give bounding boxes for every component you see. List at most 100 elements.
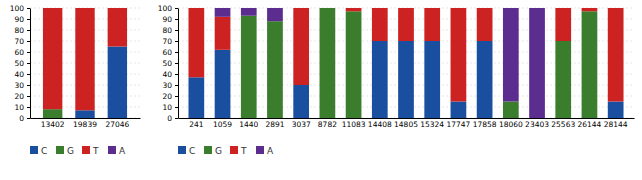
bar-segment (43, 8, 62, 9)
legend-label: A (119, 146, 126, 156)
tick: 14408 (368, 118, 392, 129)
tick-mark (175, 41, 178, 42)
bar-segment (320, 8, 336, 118)
bar-segment (608, 102, 624, 119)
tick-mark (175, 107, 178, 108)
tick: 0 (19, 114, 30, 123)
tick-label: 8782 (318, 120, 337, 129)
tick: 100 (10, 4, 30, 13)
legend-swatch (108, 146, 116, 154)
tick-label: 90 (14, 15, 24, 24)
tick-label: 27046 (105, 120, 129, 129)
tick-label: 80 (162, 26, 172, 35)
tick-mark (175, 30, 178, 31)
y-axis: 0102030405060708090100 (10, 4, 31, 123)
bar-segment (582, 8, 598, 9)
bars (188, 8, 623, 118)
bar-segment (503, 8, 519, 102)
tick-label: 100 (158, 4, 173, 13)
tick: 11083 (342, 118, 366, 129)
tick-mark (27, 107, 30, 108)
tick-mark (175, 19, 178, 20)
bar-segment (75, 110, 94, 118)
bar-segment (43, 109, 62, 118)
legend-item: G (56, 146, 74, 156)
tick: 1059 (213, 118, 232, 129)
tick: 90 (14, 15, 30, 24)
tick-label: 28144 (604, 120, 628, 129)
bar-segment (451, 102, 467, 119)
tick-label: 13402 (41, 120, 65, 129)
axis-line (31, 118, 141, 119)
bar-segment (215, 50, 231, 118)
bar-segment (424, 41, 440, 118)
tick: 14805 (394, 118, 418, 129)
legend-swatch (178, 146, 186, 154)
bar-segment (424, 8, 440, 9)
tick-label: 50 (162, 59, 172, 68)
x-axis: 134021983927046 (31, 118, 141, 129)
legend-label: G (215, 146, 222, 156)
tick: 40 (162, 70, 178, 79)
legend-label: C (41, 146, 47, 156)
chart-root: 0102030405060708090100134021983927046CGT… (0, 0, 642, 180)
tick-label: 40 (14, 70, 24, 79)
tick-label: 14805 (394, 120, 418, 129)
tick-label: 26144 (578, 120, 602, 129)
legend: CGT A (30, 146, 126, 156)
tick-label: 2891 (265, 120, 284, 129)
bar-segment (293, 8, 309, 9)
bar-segment (346, 8, 362, 11)
bar-segment (241, 8, 257, 16)
bar-segment (267, 21, 283, 118)
tick: 70 (14, 37, 30, 46)
tick: 80 (14, 26, 30, 35)
series (241, 8, 597, 118)
tick: 25563 (551, 118, 575, 129)
bar-segment (372, 8, 388, 41)
bar-segment (75, 8, 94, 110)
legend-label: C (189, 146, 195, 156)
tick-mark (175, 52, 178, 53)
tick-mark (27, 19, 30, 20)
tick: 20 (14, 92, 30, 101)
legend-swatch (56, 146, 64, 154)
tick-label: 40 (162, 70, 172, 79)
tick: 10 (162, 103, 178, 112)
bar-segment (108, 8, 127, 9)
bar-segment (582, 8, 598, 11)
bar-segment (477, 8, 493, 41)
tick-label: 18060 (499, 120, 523, 129)
legend-label: T (240, 146, 247, 156)
series (188, 8, 623, 102)
tick-mark (175, 118, 178, 119)
legend-swatch (204, 146, 212, 154)
legend-swatch (30, 146, 38, 154)
legend: CGTA (178, 146, 274, 156)
bar-segment (424, 8, 440, 41)
tick-label: 14408 (368, 120, 392, 129)
tick-label: 20 (14, 92, 24, 101)
tick: 2891 (265, 118, 284, 129)
tick-mark (175, 8, 178, 9)
tick-mark (175, 63, 178, 64)
tick-mark (27, 74, 30, 75)
bar-segment (215, 17, 231, 50)
bar-segment (75, 8, 94, 9)
tick: 8782 (318, 118, 337, 129)
tick-label: 80 (14, 26, 24, 35)
tick-mark (175, 85, 178, 86)
bar-segment (608, 8, 624, 102)
grid (178, 8, 634, 118)
legend-label: A (267, 146, 274, 156)
tick-label: 30 (162, 81, 172, 90)
legend-item: T (82, 146, 99, 156)
tick-label: 70 (162, 37, 172, 46)
bar-segment (188, 8, 204, 9)
tick-label: 30 (14, 81, 24, 90)
bar-segment (188, 77, 204, 118)
tick: 1440 (239, 118, 258, 129)
bar-segment (503, 102, 519, 119)
bar-segment (188, 8, 204, 77)
legend-swatch (82, 146, 90, 154)
